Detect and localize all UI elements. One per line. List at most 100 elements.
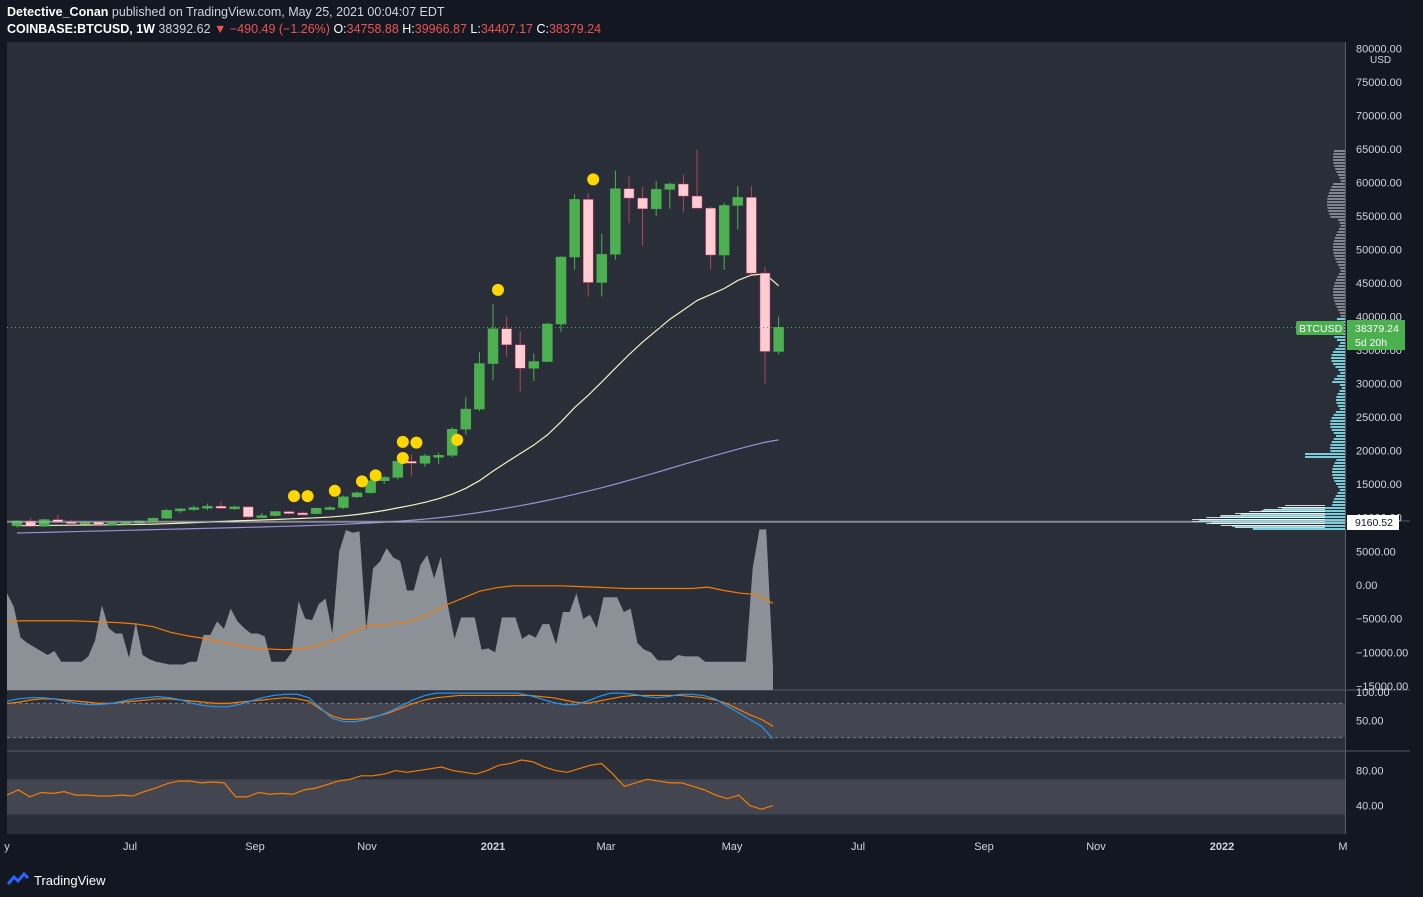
candle bbox=[93, 522, 104, 525]
price-tick-label: 70000.00 bbox=[1356, 111, 1402, 123]
signal-dot bbox=[288, 490, 300, 503]
price-tick-label: 15000.00 bbox=[1356, 479, 1402, 491]
high-value: 39966.87 bbox=[414, 22, 467, 36]
candle bbox=[732, 197, 744, 206]
symbol-label[interactable]: COINBASE:BTCUSD, 1W bbox=[7, 22, 155, 36]
close-value: 38379.24 bbox=[548, 22, 602, 36]
candle bbox=[106, 522, 118, 526]
time-tick-label: Jul bbox=[851, 841, 865, 853]
time-tick-label: Mar bbox=[597, 841, 616, 853]
publish-info: Detective_Conan published on TradingView… bbox=[7, 5, 445, 19]
chart-header: Detective_Conan published on TradingView… bbox=[0, 0, 1423, 42]
candle bbox=[242, 506, 254, 518]
brand-label[interactable]: TradingView bbox=[34, 873, 106, 888]
ma-fast-line bbox=[16, 273, 779, 527]
candle bbox=[120, 522, 132, 525]
last-price: 38392.62 bbox=[158, 22, 211, 36]
candle bbox=[650, 189, 662, 210]
candle bbox=[392, 461, 404, 478]
candle bbox=[705, 207, 716, 256]
stoch-line-1 bbox=[6, 692, 774, 740]
candle bbox=[25, 520, 36, 527]
candle bbox=[542, 323, 553, 362]
signal-dot bbox=[410, 436, 423, 449]
price-tick-label: 30000.00 bbox=[1356, 379, 1402, 391]
candle bbox=[283, 511, 295, 514]
ohlc-legend: COINBASE:BTCUSD, 1W 38392.62 ▼ −490.49 (… bbox=[7, 22, 601, 36]
price-tick-label: 55000.00 bbox=[1356, 211, 1402, 223]
candle bbox=[338, 496, 349, 508]
signal-dot bbox=[396, 435, 409, 448]
candle bbox=[433, 455, 444, 458]
candle bbox=[270, 511, 281, 516]
countdown-tag: 5d 20h bbox=[1355, 337, 1387, 349]
price-tick-label: 60000.00 bbox=[1356, 178, 1402, 190]
candle bbox=[229, 506, 240, 510]
osc1-tick-label: 0.00 bbox=[1356, 580, 1377, 592]
candle bbox=[678, 183, 689, 197]
time-axis bbox=[0, 834, 1423, 862]
price-tick-label: 45000.00 bbox=[1356, 278, 1402, 290]
osc1-tick-label: 5000.00 bbox=[1356, 547, 1396, 559]
candle bbox=[310, 507, 322, 514]
low-value: 34407.17 bbox=[480, 22, 533, 36]
candle bbox=[324, 507, 336, 510]
candle bbox=[161, 509, 172, 519]
time-tick-label: M bbox=[1338, 841, 1347, 853]
candle bbox=[514, 344, 526, 369]
symbol-tag: BTCUSD bbox=[1299, 323, 1343, 335]
candle bbox=[746, 197, 757, 274]
volume-profile bbox=[1192, 150, 1345, 530]
price-tick-label: 75000.00 bbox=[1356, 77, 1402, 89]
stoch-line-0 bbox=[6, 694, 774, 727]
low-label: L: bbox=[470, 22, 481, 36]
signal-dot bbox=[492, 283, 504, 296]
price-tick-label: 50000.00 bbox=[1356, 245, 1402, 257]
stoch-tick-label: 100.00 bbox=[1356, 687, 1390, 699]
candle bbox=[11, 520, 23, 526]
price-change: −490.49 (−1.26%) bbox=[229, 22, 330, 36]
osc1-tick-label: −5000.00 bbox=[1356, 614, 1402, 626]
rsi-tick-label: 40.00 bbox=[1356, 801, 1384, 813]
candle bbox=[759, 272, 771, 352]
time-tick-label: Jul bbox=[123, 841, 137, 853]
candle bbox=[691, 195, 703, 209]
rsi-line bbox=[6, 759, 774, 810]
currency-label: USD bbox=[1370, 55, 1391, 66]
candle bbox=[487, 328, 499, 364]
candle bbox=[365, 480, 376, 494]
close-label: C: bbox=[536, 22, 549, 36]
candle bbox=[256, 515, 268, 518]
candle bbox=[664, 183, 676, 190]
candle bbox=[528, 361, 540, 369]
candle bbox=[215, 505, 227, 509]
open-label: O: bbox=[333, 22, 347, 36]
time-tick-label: Sep bbox=[974, 841, 994, 853]
price-tag-bg bbox=[1347, 320, 1405, 350]
candle bbox=[773, 327, 784, 352]
time-tick-label: Sep bbox=[245, 841, 265, 853]
candle bbox=[79, 522, 91, 525]
high-label: H: bbox=[402, 22, 415, 36]
time-tick-label: Nov bbox=[357, 841, 377, 853]
osc1-tick-label: −10000.00 bbox=[1356, 647, 1408, 659]
signal-dot bbox=[587, 173, 600, 186]
price-tick-label: 20000.00 bbox=[1356, 446, 1402, 458]
chart-canvas[interactable]: 80000.00 75000.00 70000.00 65000.00 60000.00… bbox=[0, 0, 1423, 862]
candle bbox=[623, 188, 635, 199]
level-tag-bg bbox=[1347, 515, 1399, 530]
candle bbox=[474, 363, 485, 410]
price-tick-label: 65000.00 bbox=[1356, 144, 1402, 156]
candle bbox=[38, 519, 50, 527]
candle bbox=[297, 512, 308, 516]
price-axis-border bbox=[1345, 42, 1346, 834]
momentum-area bbox=[7, 529, 773, 690]
candle bbox=[406, 461, 417, 464]
author-name[interactable]: Detective_Conan bbox=[7, 5, 109, 19]
candle bbox=[460, 408, 472, 430]
candle bbox=[419, 455, 431, 464]
candle bbox=[718, 205, 730, 256]
time-tick-label: May bbox=[722, 841, 743, 853]
time-tick-label: 2021 bbox=[481, 841, 505, 853]
candle bbox=[610, 188, 621, 255]
